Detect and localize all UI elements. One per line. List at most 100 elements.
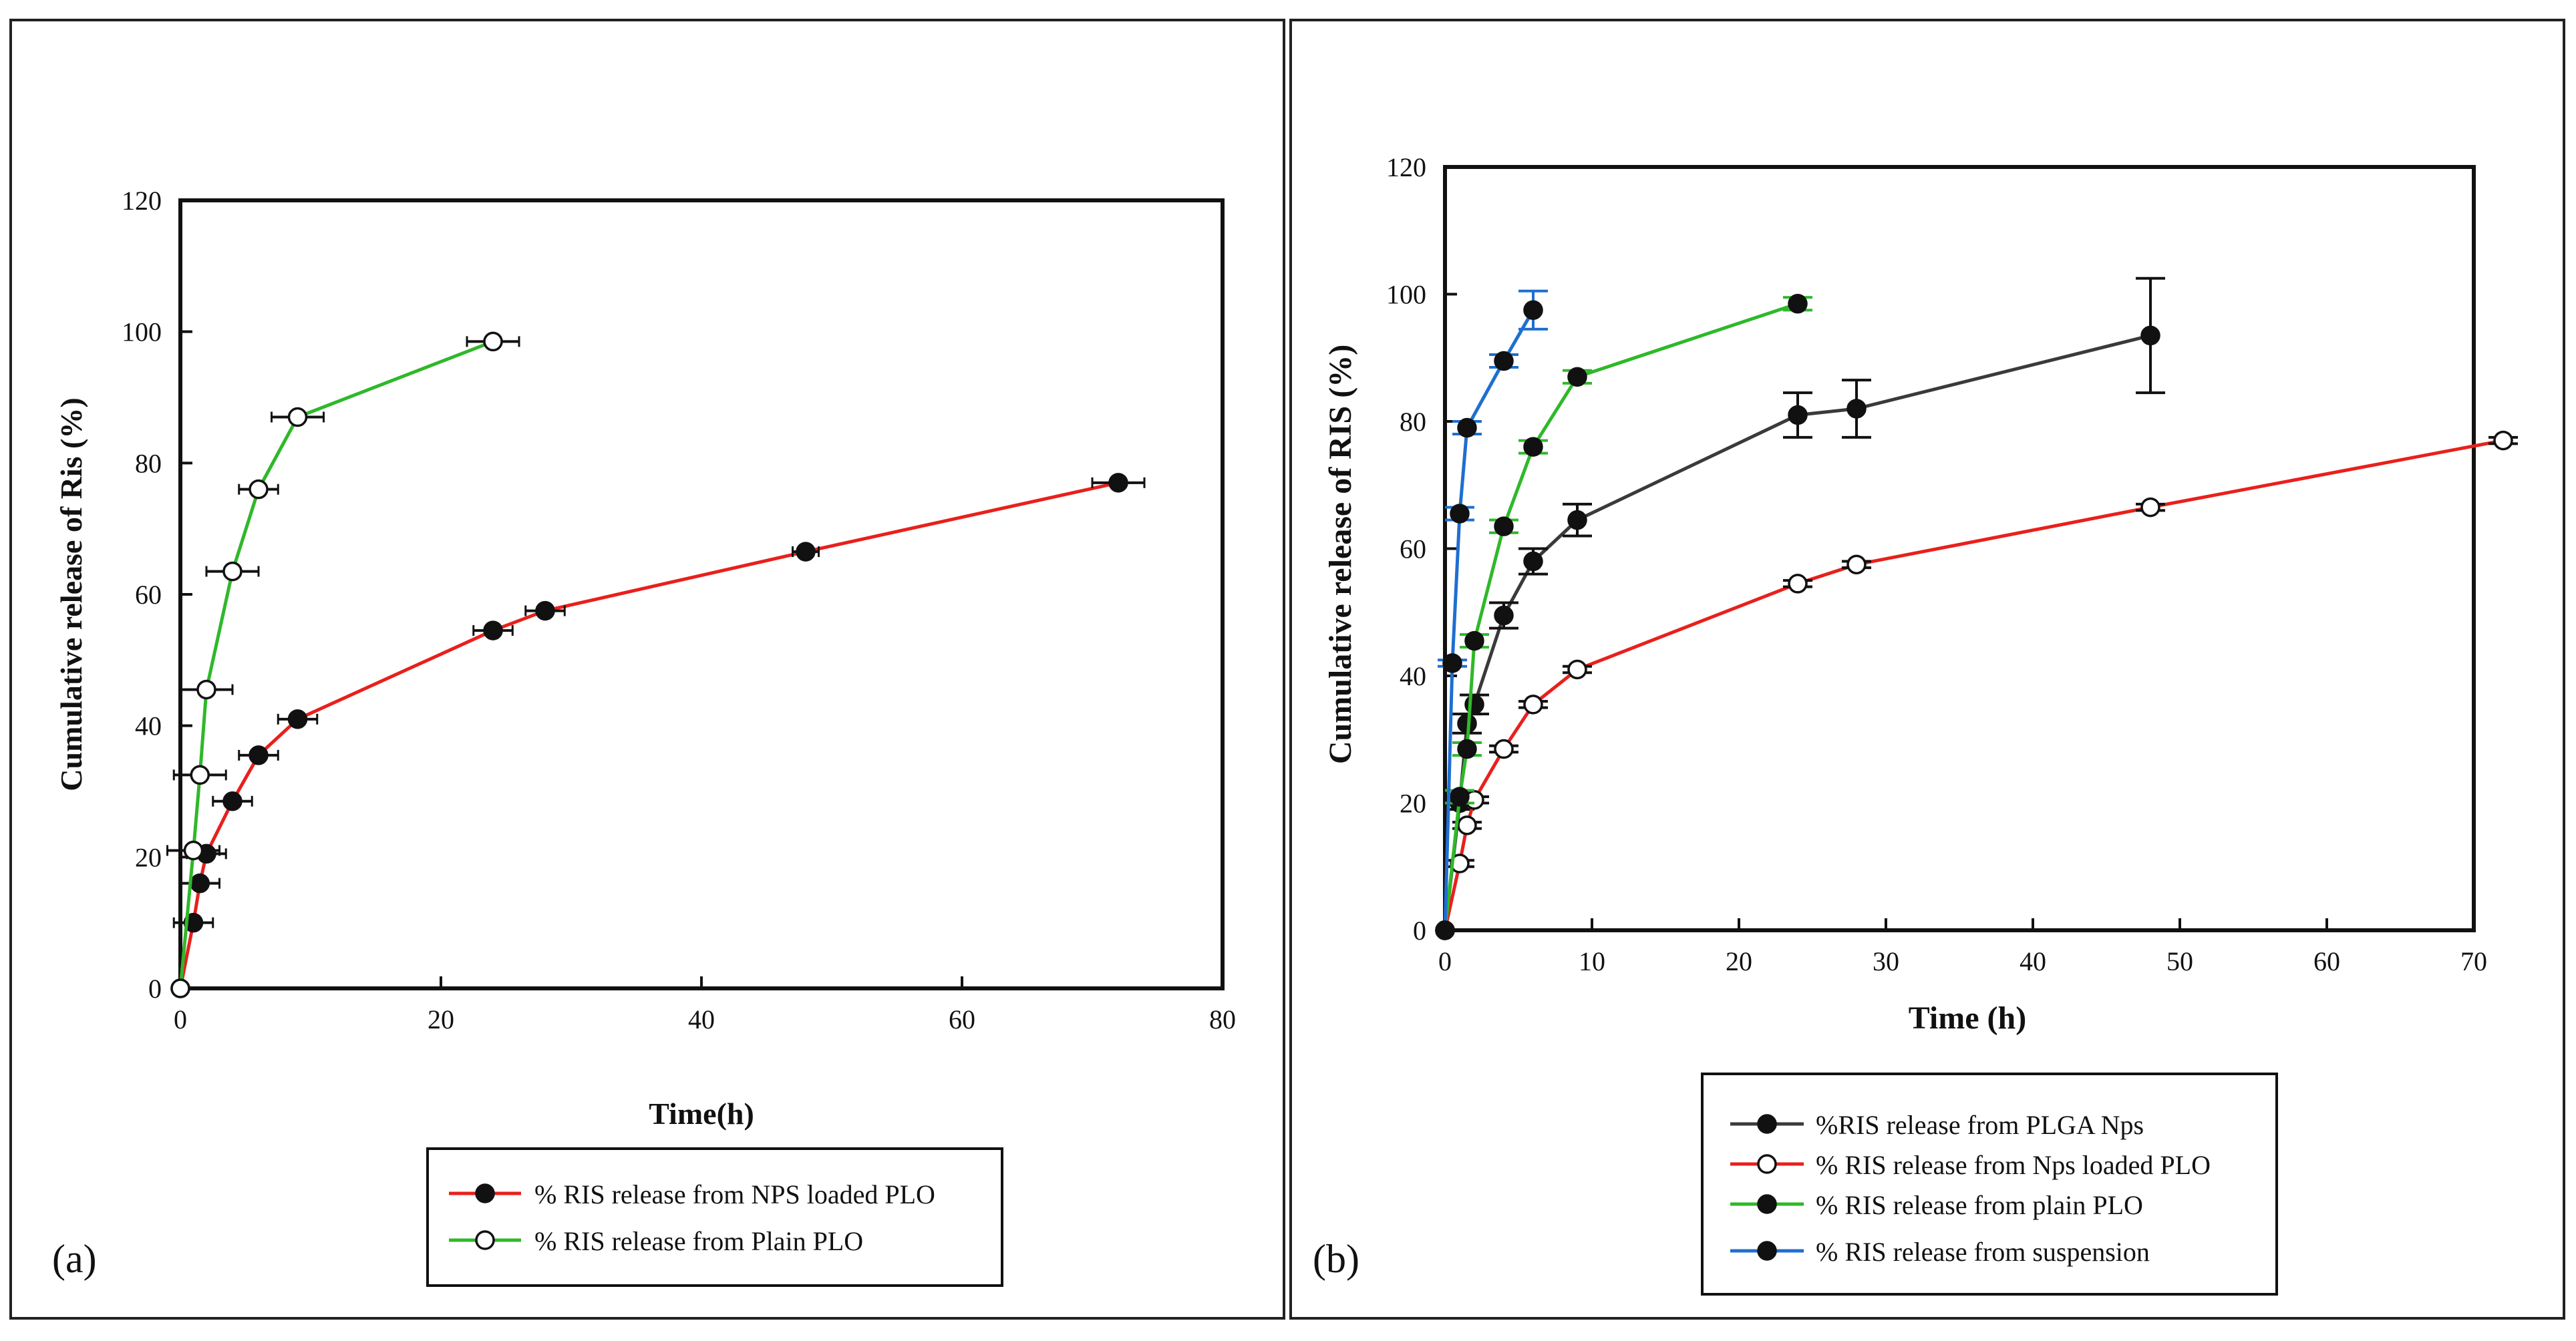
chart-a-series-0-point-7 bbox=[483, 620, 503, 640]
chart-b-series-1-point-10 bbox=[2493, 430, 2513, 451]
chart-b-series-2-point-5 bbox=[1523, 437, 1543, 457]
chart-b-series-1-point-6 bbox=[1567, 659, 1587, 680]
chart-b-y-tick-label-5: 100 bbox=[1386, 280, 1426, 310]
chart-b-series-0-point-9 bbox=[2140, 325, 2160, 346]
chart-b-y-tick-label-3: 60 bbox=[1400, 534, 1426, 564]
chart-a-x-tick-label-0: 0 bbox=[174, 1004, 187, 1034]
chart-a-series-1-point-4 bbox=[222, 561, 243, 582]
chart-b-series-1-point-2 bbox=[1457, 815, 1477, 835]
chart-b-series-3-line bbox=[1443, 309, 1535, 931]
chart-a-series-1-point-0 bbox=[170, 978, 190, 998]
chart-b-series-3-point-0 bbox=[1435, 920, 1455, 940]
chart-b-x-tick-label-6: 60 bbox=[2313, 946, 2340, 976]
chart-b-x-axis-label: Time (h) bbox=[1909, 1000, 2026, 1036]
chart-b-series-2 bbox=[1435, 294, 1812, 940]
chart-b-series-1-point-5 bbox=[1523, 695, 1543, 715]
legend-a-marker-2 bbox=[475, 1230, 495, 1250]
legend-a-label-1: % RIS release from NPS loaded PLO bbox=[534, 1179, 935, 1209]
chart-b-legend-box bbox=[1701, 1073, 2278, 1296]
chart-a-series-1 bbox=[166, 331, 520, 998]
chart-b-y-tick-label-2: 40 bbox=[1400, 661, 1426, 691]
chart-a-series-0-point-1 bbox=[183, 912, 204, 933]
chart-b-series-0 bbox=[1435, 276, 2165, 940]
legend-b-marker-3 bbox=[1757, 1194, 1777, 1214]
chart-a-series-0-point-8 bbox=[535, 600, 555, 621]
chart-b-series-1-point-8 bbox=[1846, 554, 1867, 575]
chart-a-y-tick-label-5: 100 bbox=[122, 317, 162, 347]
legend-b-label-2: % RIS release from Nps loaded PLO bbox=[1816, 1150, 2211, 1180]
chart-b-series-2-point-4 bbox=[1494, 516, 1514, 536]
chart-a-series-0 bbox=[170, 473, 1146, 998]
chart-a-series-0-point-4 bbox=[222, 791, 243, 811]
chart-b-series-3 bbox=[1435, 289, 1548, 940]
chart-b-series-0-point-5 bbox=[1523, 551, 1543, 572]
chart-b-y-tick-label-0: 0 bbox=[1413, 916, 1426, 946]
legend-b-marker-1 bbox=[1757, 1114, 1777, 1134]
chart-b-series-2-point-6 bbox=[1567, 367, 1587, 387]
chart-b-series-3-point-1 bbox=[1442, 653, 1462, 673]
chart-a-series-0-line bbox=[178, 481, 1119, 989]
chart-a-series-0-point-10 bbox=[1108, 473, 1128, 493]
chart-b-x-tick-label-5: 50 bbox=[2166, 946, 2193, 976]
chart-a-series-1-point-3 bbox=[196, 679, 216, 700]
chart-a-series-0-point-2 bbox=[190, 873, 210, 894]
chart-a-y-tick-label-4: 80 bbox=[135, 448, 162, 478]
panel-b-frame bbox=[1289, 19, 2565, 1320]
chart-b-series-1-point-4 bbox=[1494, 739, 1514, 759]
chart-b-plot-box bbox=[1443, 165, 2476, 932]
chart-b-y-tick-label-6: 120 bbox=[1386, 152, 1426, 182]
chart-b-x-tick-label-0: 0 bbox=[1438, 946, 1452, 976]
legend-a-marker-1 bbox=[475, 1183, 495, 1203]
chart-b-y-tick-label-4: 80 bbox=[1400, 407, 1426, 437]
chart-b-x-tick-label-2: 20 bbox=[1726, 946, 1752, 976]
chart-b-series-1-point-9 bbox=[2140, 497, 2160, 518]
chart-a-y-tick-label-2: 40 bbox=[135, 711, 162, 741]
panel-a-frame bbox=[9, 19, 1285, 1320]
legend-b-label-4: % RIS release from suspension bbox=[1816, 1237, 2150, 1267]
chart-b-series-3-point-4 bbox=[1494, 351, 1514, 371]
chart-b-series-1-point-7 bbox=[1788, 574, 1808, 594]
chart-a-x-tick-label-4: 80 bbox=[1209, 1004, 1236, 1034]
chart-b-y-axis-label: Cumulative release of RIS (%) bbox=[1323, 345, 1358, 764]
chart-b-series-0-point-6 bbox=[1567, 510, 1587, 530]
chart-a: 0 20 40 60 80 0 20 40 60 80 100 120 Time(h) Cumulat… bbox=[52, 186, 1236, 1281]
chart-a-series-1-point-7 bbox=[483, 331, 503, 352]
chart-b-series-2-point-7 bbox=[1788, 294, 1808, 314]
legend-b-label-1: %RIS release from PLGA Nps bbox=[1816, 1110, 2144, 1140]
chart-a-panel-label: (a) bbox=[52, 1237, 97, 1281]
chart-b-series-0-point-7 bbox=[1788, 405, 1808, 425]
chart-a-series-0-point-5 bbox=[249, 745, 269, 765]
chart-b-series-3-point-2 bbox=[1450, 504, 1470, 524]
chart-b-series-2-point-2 bbox=[1457, 739, 1477, 759]
chart-b-series-3-point-3 bbox=[1457, 417, 1477, 438]
chart-a-y-tick-label-1: 20 bbox=[135, 842, 162, 872]
chart-b-series-0-point-4 bbox=[1494, 605, 1514, 626]
chart-a-legend: % RIS release from NPS loaded PLO % RIS … bbox=[426, 1147, 1003, 1287]
chart-a-y-tick-label-0: 0 bbox=[148, 974, 162, 1004]
chart-a-y-tick-label-3: 60 bbox=[135, 580, 162, 610]
chart-a-x-axis-label: Time(h) bbox=[649, 1097, 754, 1131]
chart-b-y-tick-label-1: 20 bbox=[1400, 789, 1426, 819]
chart-b-x-tick-label-3: 30 bbox=[1873, 946, 1899, 976]
legend-a-label-2: % RIS release from Plain PLO bbox=[534, 1226, 863, 1256]
chart-a-x-tick-label-3: 60 bbox=[949, 1004, 975, 1034]
chart-a-x-tick-label-1: 20 bbox=[428, 1004, 454, 1034]
chart-a-series-1-line bbox=[178, 340, 494, 989]
chart-a-series-0-point-9 bbox=[796, 542, 816, 562]
chart-a-series-1-point-6 bbox=[287, 407, 308, 427]
chart-b-series-1 bbox=[1435, 430, 2518, 940]
legend-b-marker-2 bbox=[1757, 1154, 1777, 1174]
legend-b-marker-4 bbox=[1757, 1241, 1777, 1261]
chart-a-legend-box bbox=[426, 1147, 1003, 1287]
chart-a-series-1-point-1 bbox=[183, 840, 204, 861]
chart-b-panel-label: (b) bbox=[1313, 1237, 1359, 1281]
chart-b-x-tick-label-4: 40 bbox=[2020, 946, 2046, 976]
chart-a-series-1-point-5 bbox=[249, 479, 269, 500]
chart-a-plot-box bbox=[178, 198, 1225, 990]
chart-b-series-1-line bbox=[1443, 439, 2504, 931]
chart-a-x-tick-label-2: 40 bbox=[688, 1004, 715, 1034]
legend-b-label-3: % RIS release from plain PLO bbox=[1816, 1190, 2143, 1220]
chart-b-x-tick-label-7: 70 bbox=[2460, 946, 2487, 976]
